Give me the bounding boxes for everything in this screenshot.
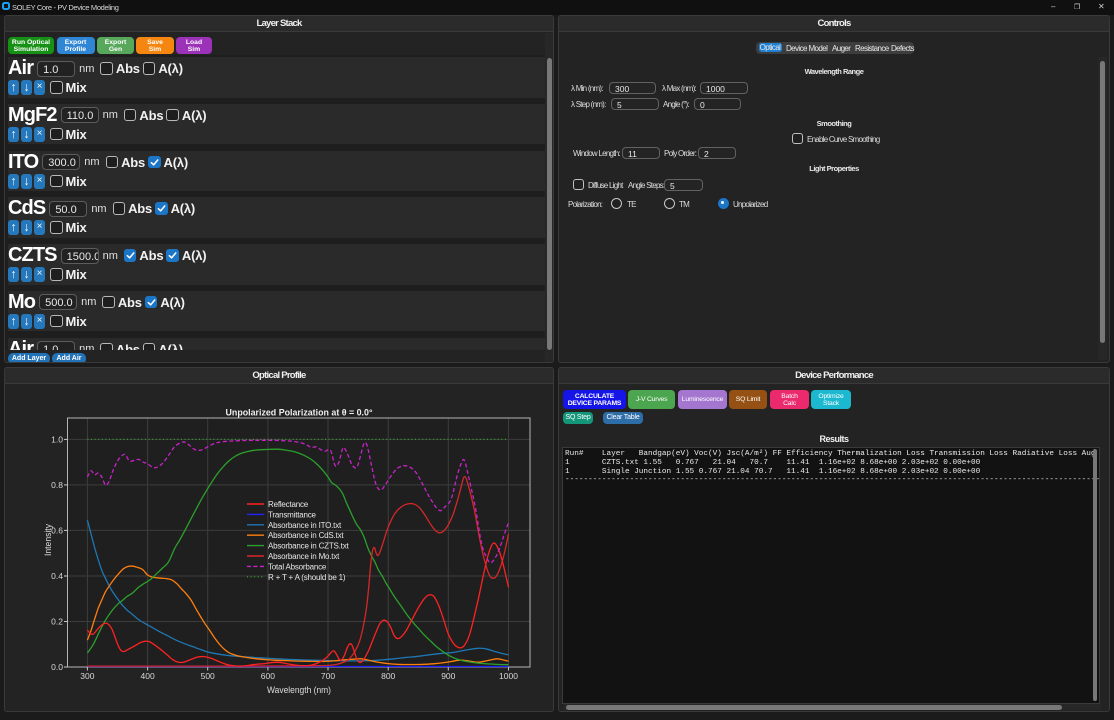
svg-text:1000: 1000 bbox=[499, 671, 518, 681]
svg-text:0.0: 0.0 bbox=[51, 662, 63, 672]
svg-text:800: 800 bbox=[381, 671, 395, 681]
svg-text:Absorbance in Mo.txt: Absorbance in Mo.txt bbox=[268, 552, 340, 561]
svg-text:Wavelength (nm): Wavelength (nm) bbox=[267, 685, 331, 695]
svg-text:Intensity: Intensity bbox=[43, 524, 53, 556]
svg-text:Absorbance in ITO.txt: Absorbance in ITO.txt bbox=[268, 521, 342, 530]
svg-text:Unpolarized Polarization at θ: Unpolarized Polarization at θ = 0.0° bbox=[226, 408, 373, 419]
svg-text:0.4: 0.4 bbox=[51, 571, 63, 581]
svg-text:1.0: 1.0 bbox=[51, 434, 63, 444]
svg-text:0.8: 0.8 bbox=[51, 480, 63, 490]
svg-text:700: 700 bbox=[321, 671, 335, 681]
svg-text:Reflectance: Reflectance bbox=[268, 500, 309, 509]
svg-text:500: 500 bbox=[201, 671, 215, 681]
svg-text:0.2: 0.2 bbox=[51, 617, 63, 627]
svg-text:400: 400 bbox=[141, 671, 155, 681]
svg-text:Absorbance in CZTS.txt: Absorbance in CZTS.txt bbox=[268, 542, 349, 551]
svg-text:600: 600 bbox=[261, 671, 275, 681]
svg-text:R + T + A (should be 1): R + T + A (should be 1) bbox=[268, 573, 346, 582]
svg-text:300: 300 bbox=[80, 671, 94, 681]
svg-text:0.6: 0.6 bbox=[51, 525, 63, 535]
svg-text:Absorbance in CdS.txt: Absorbance in CdS.txt bbox=[268, 531, 344, 540]
svg-text:Total Absorbance: Total Absorbance bbox=[268, 562, 327, 571]
svg-text:Transmittance: Transmittance bbox=[268, 510, 317, 519]
svg-text:900: 900 bbox=[441, 671, 455, 681]
